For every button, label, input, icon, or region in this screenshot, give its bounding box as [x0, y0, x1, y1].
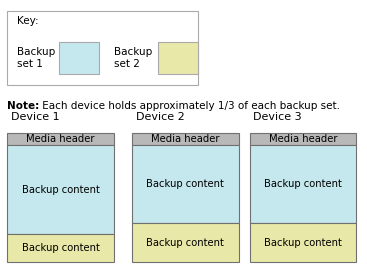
FancyBboxPatch shape	[250, 223, 356, 262]
FancyBboxPatch shape	[59, 42, 99, 74]
FancyBboxPatch shape	[7, 132, 114, 145]
Text: Device 3: Device 3	[253, 112, 302, 122]
Text: Backup content: Backup content	[264, 238, 342, 248]
Text: Device 2: Device 2	[136, 112, 185, 122]
FancyBboxPatch shape	[132, 132, 239, 145]
Text: Key:: Key:	[17, 16, 38, 26]
Text: Backup content: Backup content	[264, 179, 342, 189]
FancyBboxPatch shape	[250, 145, 356, 223]
Text: Media header: Media header	[26, 134, 95, 144]
Text: Media header: Media header	[269, 134, 337, 144]
Text: Each device holds approximately 1/3 of each backup set.: Each device holds approximately 1/3 of e…	[39, 101, 339, 111]
Text: Backup
set 1: Backup set 1	[17, 47, 55, 69]
Text: Note:: Note:	[7, 101, 40, 111]
Text: Backup content: Backup content	[22, 185, 99, 195]
FancyBboxPatch shape	[132, 223, 239, 262]
FancyBboxPatch shape	[250, 132, 356, 145]
Text: Media header: Media header	[151, 134, 219, 144]
Text: Backup content: Backup content	[146, 179, 224, 189]
Text: Backup
set 2: Backup set 2	[114, 47, 152, 69]
Text: Device 1: Device 1	[11, 112, 59, 122]
FancyBboxPatch shape	[158, 42, 198, 74]
Text: Backup content: Backup content	[146, 238, 224, 248]
FancyBboxPatch shape	[132, 145, 239, 223]
FancyBboxPatch shape	[7, 145, 114, 234]
FancyBboxPatch shape	[7, 234, 114, 262]
FancyBboxPatch shape	[7, 11, 198, 85]
Text: Backup content: Backup content	[22, 243, 99, 253]
